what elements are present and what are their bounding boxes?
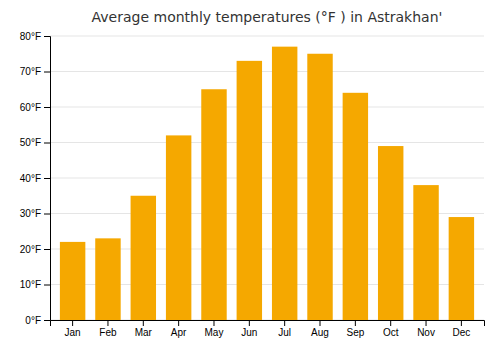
- bar: [237, 61, 262, 320]
- y-tick-mark: [44, 249, 50, 250]
- y-tick: 60°F: [20, 102, 50, 113]
- x-tick-label: Feb: [99, 327, 117, 338]
- grid-line: [50, 107, 484, 108]
- y-tick: 10°F: [20, 279, 50, 290]
- x-tick-label: Aug: [311, 327, 329, 338]
- grid-line: [50, 142, 484, 143]
- y-tick: 80°F: [20, 31, 50, 42]
- x-tick: Sep: [346, 320, 364, 338]
- y-tick-mark: [44, 285, 50, 286]
- y-tick-label: 80°F: [20, 31, 41, 42]
- y-tick: 40°F: [20, 173, 50, 184]
- y-tick: 0°F: [25, 315, 50, 326]
- x-tick: Jun: [241, 320, 257, 338]
- x-tick-mark: [143, 320, 144, 326]
- y-tick-label: 40°F: [20, 173, 41, 184]
- grid-line: [50, 71, 484, 72]
- x-tick-mark: [426, 320, 427, 326]
- x-tick-mark: [72, 320, 73, 326]
- x-tick-label: Oct: [383, 327, 399, 338]
- x-tick-label: Jun: [241, 327, 257, 338]
- x-tick-mark: [461, 320, 462, 326]
- x-tick-mark: [320, 320, 321, 326]
- y-tick-label: 0°F: [25, 315, 41, 326]
- y-tick-mark: [44, 178, 50, 179]
- bar: [201, 89, 226, 320]
- x-tick: Dec: [452, 320, 470, 338]
- y-tick-mark: [44, 214, 50, 215]
- x-tick-label: Sep: [346, 327, 364, 338]
- bar: [378, 146, 403, 320]
- x-tick-mark: [213, 320, 214, 326]
- y-tick: 50°F: [20, 137, 50, 148]
- grid: [50, 36, 484, 320]
- y-tick-label: 30°F: [20, 208, 41, 219]
- x-tick: Oct: [383, 320, 399, 338]
- x-tick: Apr: [171, 320, 187, 338]
- plot: Jan Feb Mar Apr May Jun Jul Aug Sep Oct Nov Dec 0°F 1…: [20, 31, 485, 338]
- x-tick-mark: [355, 320, 356, 326]
- y-tick-label: 20°F: [20, 244, 41, 255]
- x-tick-label: Apr: [171, 327, 187, 338]
- x-axis-line: [51, 321, 485, 327]
- x-tick: Nov: [417, 320, 435, 338]
- y-axis-line: [44, 37, 51, 321]
- x-tick-mark: [390, 320, 391, 326]
- bars: [60, 47, 474, 320]
- bar: [307, 54, 332, 320]
- title: Average monthly temperatures (°F ) in As…: [92, 9, 443, 25]
- grid-line: [50, 178, 484, 179]
- x-tick-label: Dec: [452, 327, 470, 338]
- y-tick-mark: [44, 36, 50, 37]
- x-tick: Aug: [311, 320, 329, 338]
- x-tick-label: Jan: [65, 327, 81, 338]
- x-tick-mark: [178, 320, 179, 326]
- x-tick-label: Mar: [135, 327, 153, 338]
- x-tick-label: Nov: [417, 327, 435, 338]
- y-tick-label: 10°F: [20, 279, 41, 290]
- y-tick: 20°F: [20, 244, 50, 255]
- x-tick-label: May: [205, 327, 224, 338]
- bar: [60, 242, 85, 320]
- y-tick: 70°F: [20, 66, 50, 77]
- bar: [449, 217, 474, 320]
- x-tick-mark: [284, 320, 285, 326]
- bar: [272, 47, 297, 320]
- x-tick-mark: [249, 320, 250, 326]
- grid-line: [50, 36, 484, 37]
- bar: [413, 185, 438, 320]
- y-tick-label: 50°F: [20, 137, 41, 148]
- y-tick-mark: [44, 143, 50, 144]
- x-tick: Jan: [65, 320, 81, 338]
- y-tick: 30°F: [20, 208, 50, 219]
- y-tick-label: 60°F: [20, 102, 41, 113]
- y-tick-mark: [44, 72, 50, 73]
- y-tick-label: 70°F: [20, 66, 41, 77]
- x-tick-mark: [107, 320, 108, 326]
- y-axis: 0°F 10°F 20°F 30°F 40°F 50°F 60°F 70°F 80°F: [20, 31, 51, 326]
- y-tick-mark: [44, 107, 50, 108]
- x-axis: Jan Feb Mar Apr May Jun Jul Aug Sep Oct Nov Dec: [51, 320, 485, 338]
- bar: [166, 135, 191, 320]
- x-tick: Jul: [278, 320, 291, 338]
- x-tick: Mar: [135, 320, 153, 338]
- chart: Jan Feb Mar Apr May Jun Jul Aug Sep Oct Nov Dec 0°F 1…: [0, 0, 500, 350]
- x-tick: May: [205, 320, 224, 338]
- x-tick-label: Jul: [278, 327, 291, 338]
- bar: [343, 93, 368, 320]
- bar: [95, 238, 120, 320]
- y-tick-mark: [44, 320, 50, 321]
- x-tick: Feb: [99, 320, 117, 338]
- bar: [131, 196, 156, 320]
